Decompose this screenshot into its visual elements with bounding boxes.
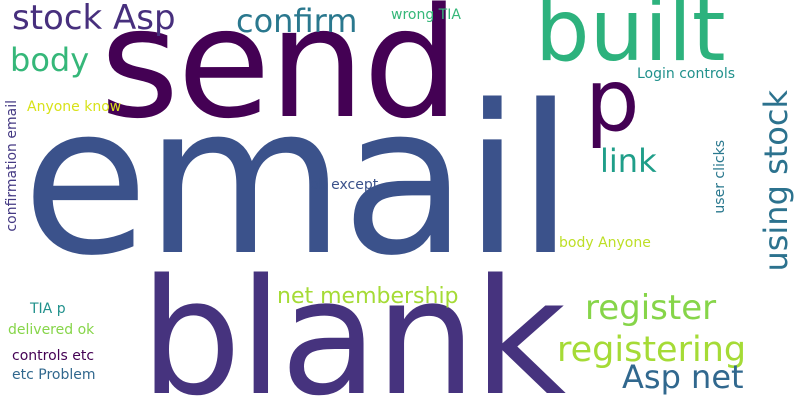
word-wrong-tia: wrong TIA (391, 7, 461, 23)
word-email: email (22, 61, 574, 301)
word-send: send (100, 0, 460, 152)
word-delivered-ok: delivered ok (8, 322, 95, 338)
word-body-anyone: body Anyone (559, 235, 651, 251)
word-user-clicks: user clicks (712, 140, 728, 214)
word-register: register (585, 288, 717, 328)
word-ok-except: ok except (310, 177, 379, 193)
word-blank: blank (140, 244, 566, 400)
word-using-stock: using stock (757, 90, 795, 272)
word-link: link (600, 142, 657, 180)
word-anyone-know: Anyone know (27, 99, 122, 115)
word-tia-p: TIA p (30, 301, 66, 317)
word-confirmation-email: confirmation email (4, 100, 20, 232)
word-asp-net: Asp net (622, 358, 744, 396)
word-registering: registering (557, 330, 747, 370)
word-body: body (10, 41, 90, 79)
word-controls-etc: controls etc (12, 348, 95, 364)
word-p: p (585, 51, 640, 151)
word-etc-problem: etc Problem (12, 367, 96, 383)
word-stock-asp: stock Asp (12, 0, 176, 38)
word-login-controls: Login controls (637, 66, 736, 82)
word-confirm: confirm (236, 2, 358, 40)
word-built: built (535, 0, 726, 81)
word-net-membership: net membership (277, 284, 459, 309)
